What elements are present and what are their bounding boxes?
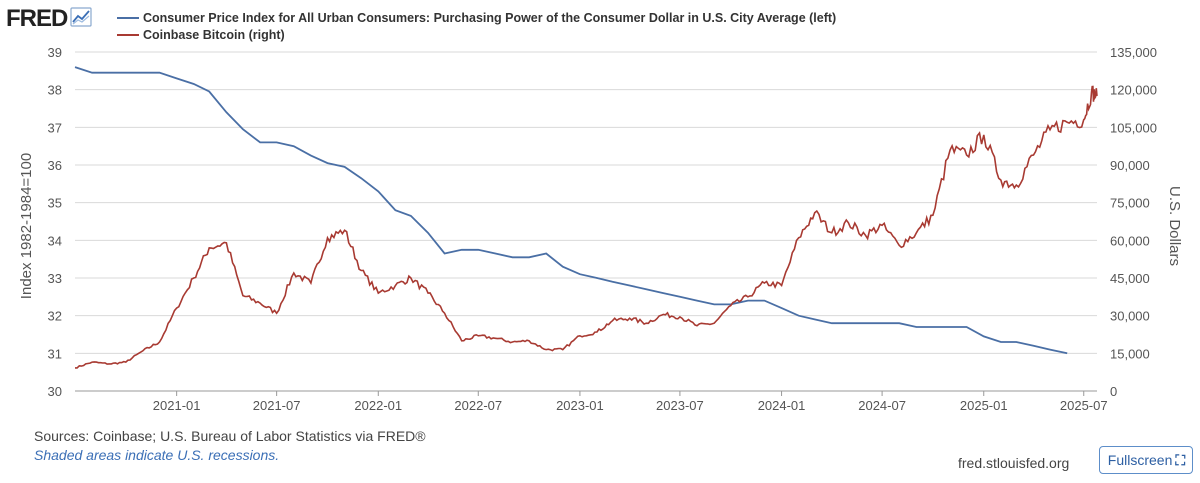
fullscreen-label: Fullscreen <box>1107 452 1173 468</box>
y-left-axis-title: Index 1982-1984=100 <box>18 153 35 299</box>
x-tick-labels: 2021-01 2021-07 2022-01 2022-07 2023-01 2023-… <box>153 391 1108 413</box>
y-left-tick-label: 30 <box>48 384 62 399</box>
y-left-tick-label: 35 <box>48 196 62 211</box>
y-left-tick-label: 34 <box>48 233 62 248</box>
recession-note: Shaded areas indicate U.S. recessions. <box>34 447 280 463</box>
x-tick-label: 2024-01 <box>758 398 806 413</box>
y-left-tick-label: 38 <box>48 83 62 98</box>
y-left-tick-label: 39 <box>48 45 62 60</box>
legend-item-bitcoin: Coinbase Bitcoin (right) <box>117 26 836 43</box>
line-chart: 39 38 37 36 35 34 33 32 31 30 135,000 120,000 105,0… <box>18 45 1183 413</box>
y-left-tick-label: 37 <box>48 120 62 135</box>
x-tick-label: 2021-01 <box>153 398 201 413</box>
fullscreen-icon: ⛶ <box>1175 451 1185 468</box>
legend-swatch-bitcoin <box>117 33 139 36</box>
y-left-tick-label: 33 <box>48 271 62 286</box>
site-url[interactable]: fred.stlouisfed.org <box>958 455 1070 471</box>
x-tick-label: 2025-07 <box>1060 398 1108 413</box>
y-right-tick-label: 105,000 <box>1110 120 1157 135</box>
y-right-tick-label: 30,000 <box>1110 309 1150 324</box>
y-right-tick-label: 0 <box>1110 384 1117 399</box>
series-line-bitcoin <box>75 85 1098 369</box>
x-tick-label: 2023-07 <box>656 398 704 413</box>
x-tick-label: 2025-01 <box>960 398 1008 413</box>
sources-note: Sources: Coinbase; U.S. Bureau of Labor … <box>34 428 426 444</box>
y-right-axis-title: U.S. Dollars <box>1166 186 1183 266</box>
y-right-tick-label: 60,000 <box>1110 233 1150 248</box>
y-left-tick-label: 32 <box>48 309 62 324</box>
y-right-tick-label: 45,000 <box>1110 271 1150 286</box>
fred-chart-icon <box>70 6 92 32</box>
y-left-tick-labels: 39 38 37 36 35 34 33 32 31 30 <box>48 45 62 399</box>
x-tick-label: 2024-07 <box>858 398 906 413</box>
y-left-tick-label: 31 <box>48 346 62 361</box>
y-left-tick-label: 36 <box>48 158 62 173</box>
x-tick-label: 2022-01 <box>354 398 402 413</box>
legend-label-cpi: Consumer Price Index for All Urban Consu… <box>143 10 837 25</box>
legend-swatch-cpi <box>117 16 139 19</box>
fred-logo-text: FRED <box>6 5 68 32</box>
x-tick-label: 2021-07 <box>253 398 301 413</box>
fred-logo[interactable]: FRED <box>6 4 92 34</box>
y-right-tick-label: 15,000 <box>1110 346 1150 361</box>
y-right-tick-label: 90,000 <box>1110 158 1150 173</box>
y-right-tick-label: 135,000 <box>1110 45 1157 60</box>
y-right-tick-labels: 135,000 120,000 105,000 90,000 75,000 60,000 4… <box>1110 45 1157 399</box>
series-line-cpi <box>74 66 1068 355</box>
legend-label-bitcoin: Coinbase Bitcoin (right) <box>143 27 285 42</box>
x-tick-label: 2022-07 <box>454 398 502 413</box>
y-right-tick-label: 120,000 <box>1110 83 1157 98</box>
legend-item-cpi: Consumer Price Index for All Urban Consu… <box>117 9 836 26</box>
y-right-tick-label: 75,000 <box>1110 196 1150 211</box>
grid-lines <box>75 51 1097 392</box>
x-tick-label: 2023-01 <box>556 398 604 413</box>
chart-legend: Consumer Price Index for All Urban Consu… <box>117 9 836 43</box>
fullscreen-button[interactable]: Fullscreen ⛶ <box>1099 446 1193 474</box>
